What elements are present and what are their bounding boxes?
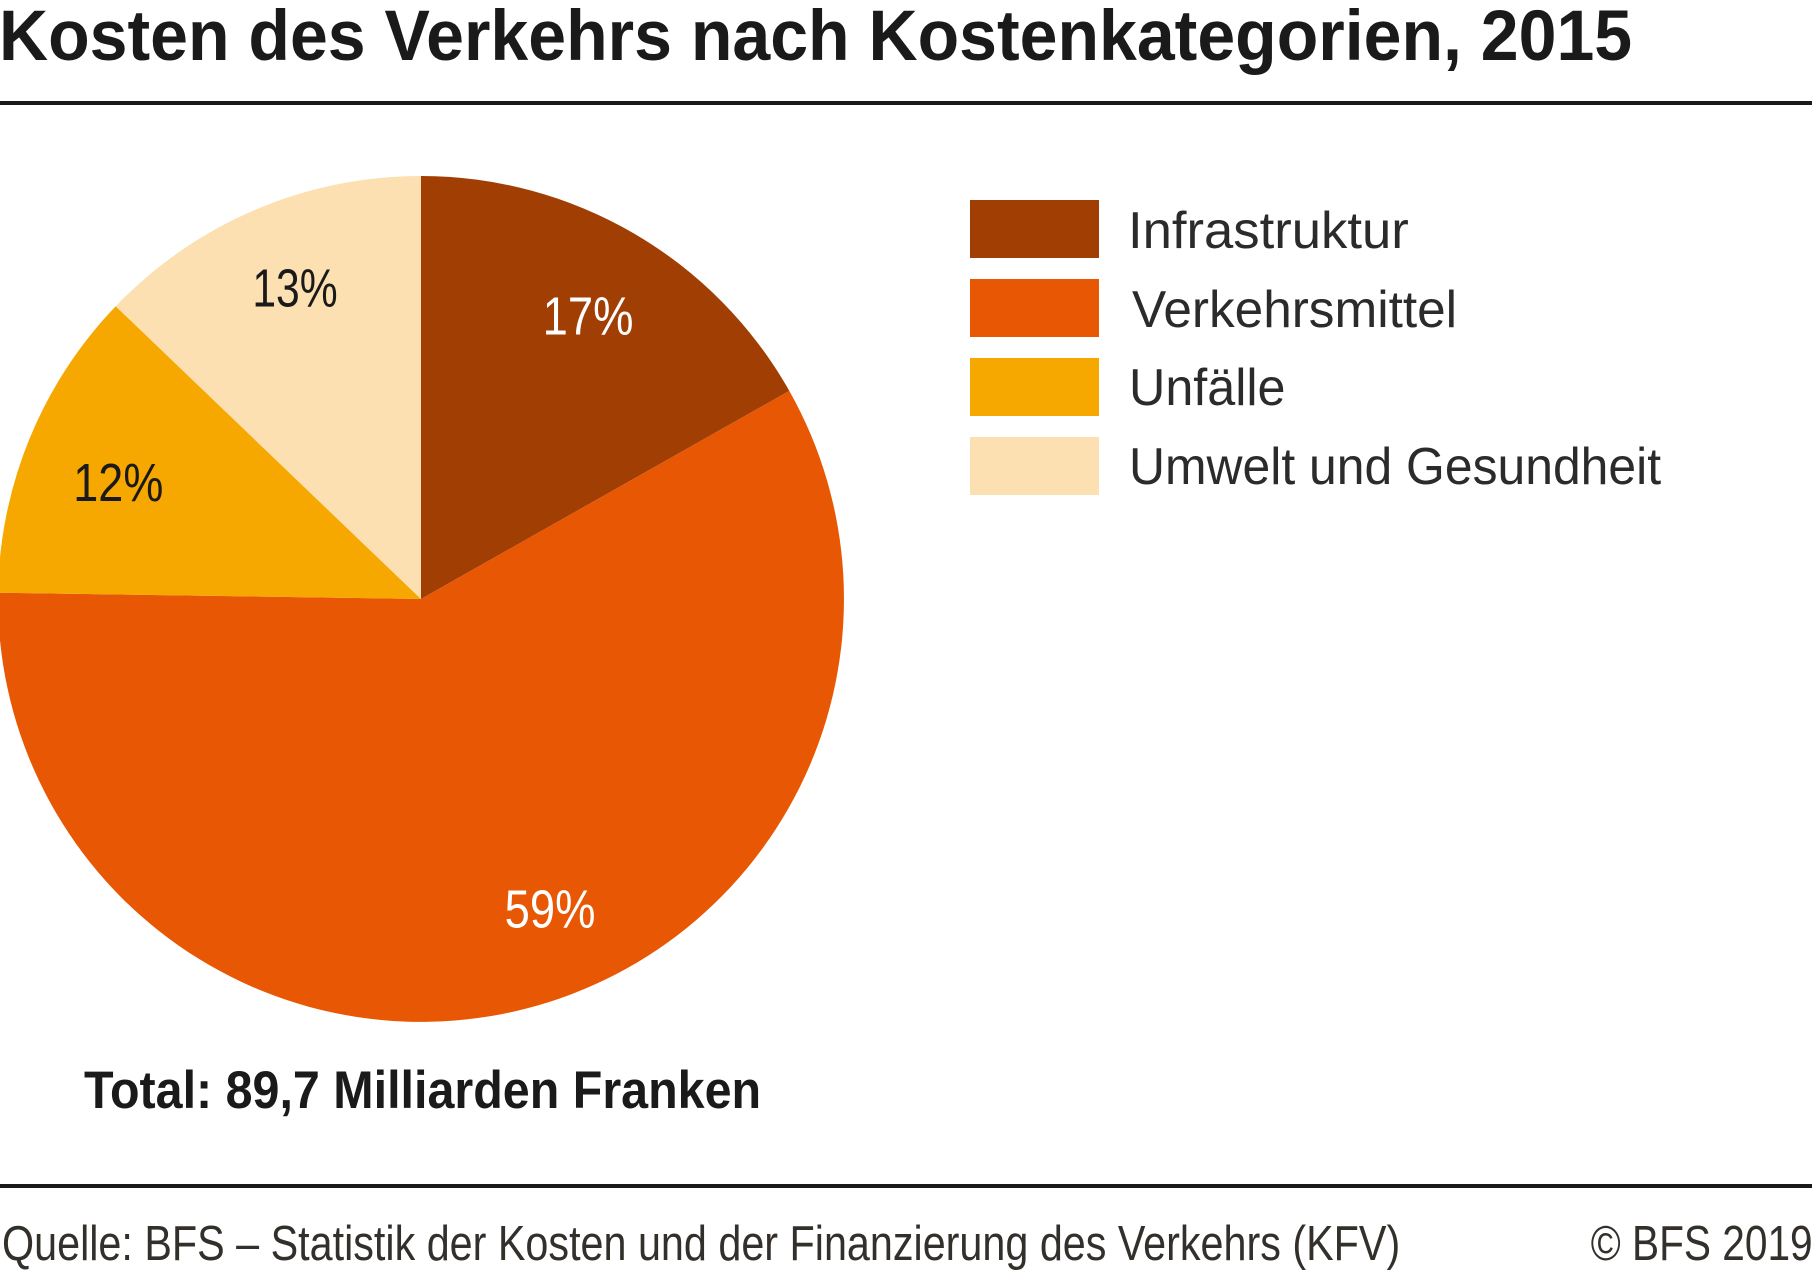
svg-text:59%: 59% — [505, 879, 596, 940]
svg-text:12%: 12% — [73, 452, 163, 513]
svg-text:17%: 17% — [543, 286, 634, 347]
svg-text:13%: 13% — [252, 259, 337, 319]
